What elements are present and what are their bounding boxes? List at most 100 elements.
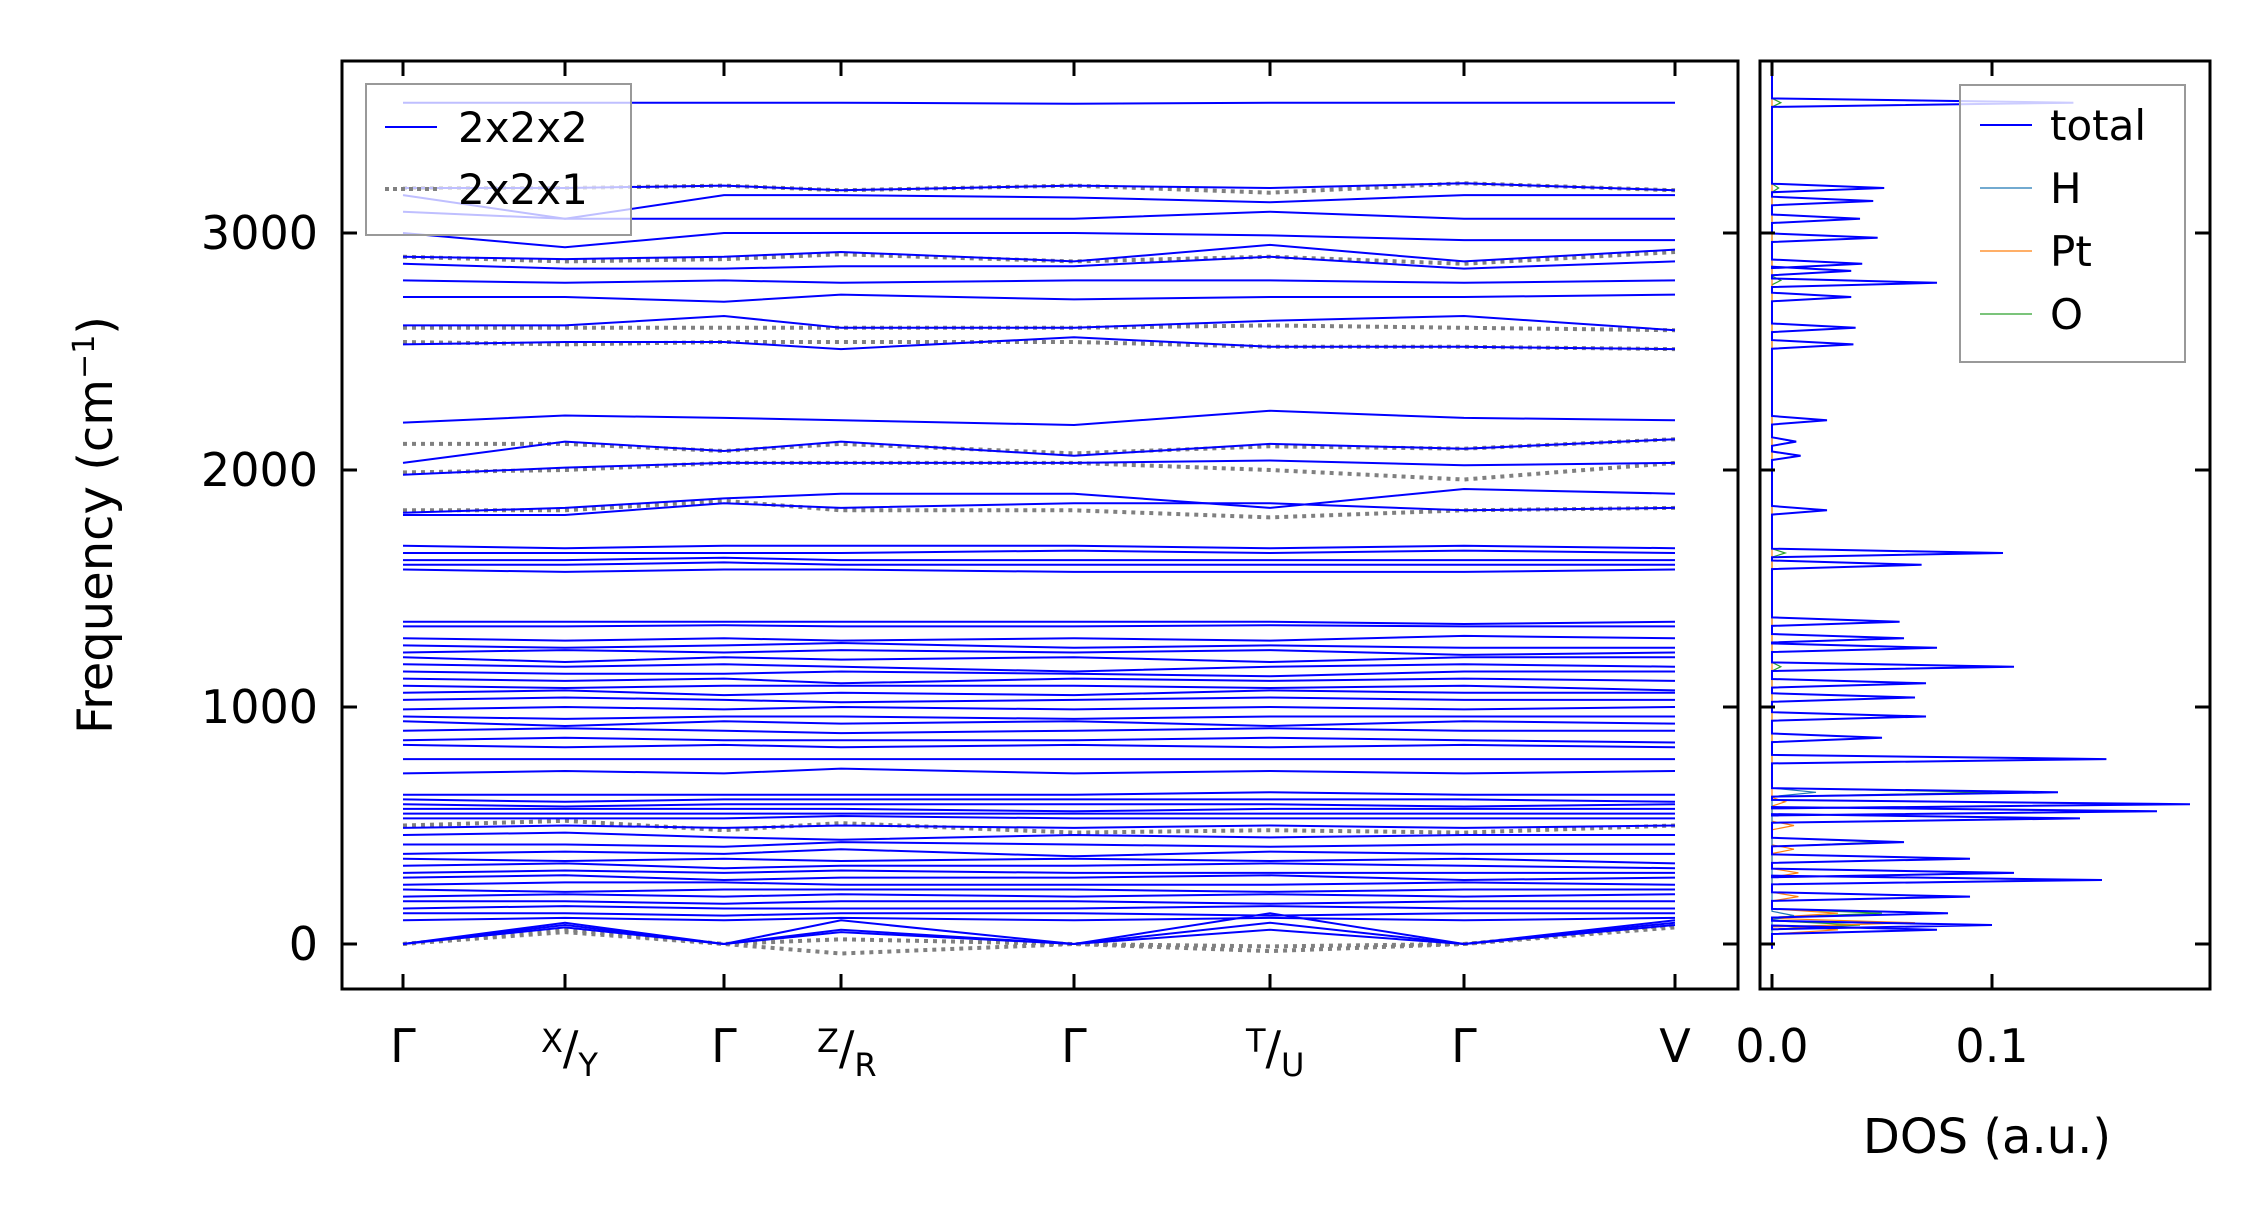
band-2x2x2-47 [402,824,1676,829]
band-2x2x1-7 [402,818,1676,835]
k-label-bottom: R [854,1046,876,1084]
band-2x2x2-5 [402,243,1676,263]
dos-legend: total H Pt O [1959,84,2186,363]
band-2x2x2-6 [402,255,1676,270]
band-2x2x2-24 [402,641,1675,649]
band-2x2x2-10 [402,336,1676,351]
dos-lines [1771,67,2191,949]
band-2x2x2-25 [402,649,1676,656]
band-2x2x2-27 [402,663,1676,673]
k-label-bottom: U [1281,1046,1304,1084]
band-2x2x2-35 [402,720,1676,728]
band-2x2x2-4 [402,232,1675,249]
y-tick-label: 2000 [201,443,318,497]
band-2x2x2-32 [402,696,1675,704]
band-2x2x2-11 [402,409,1676,427]
band-2x2x2-13 [402,459,1676,476]
band-2x2x2-18 [403,556,1675,562]
legend-label-pt: Pt [2050,227,2092,276]
band-2x2x2-44 [403,807,1675,813]
band-2x2x1-6 [403,498,1676,520]
k-point-label: T/U [1245,1021,1304,1084]
dos-legend-frame [1959,84,2186,363]
dos-panel: 0.0 0.1 DOS (a.u.) total H Pt O [1735,59,2212,1165]
y-tick-label: 3000 [201,206,318,260]
band-2x2x1-5 [402,460,1676,482]
band-2x2x2-62 [402,912,1676,946]
band-2x2x2-9 [403,314,1676,332]
y-axis-label-sup: −1 [67,335,102,379]
legend-label-o: O [2050,290,2083,339]
band-2x2x2-34 [402,715,1675,720]
band-2x2x2-48 [402,831,1675,841]
band-2x2x1-8 [402,923,1676,956]
k-point-label: X/Y [541,1021,598,1084]
k-point-label: Z/R [817,1021,877,1084]
y-axis-label-text: Frequency (cm [68,379,124,734]
band-2x2x2-26 [402,656,1675,664]
k-point-label: Γ [1451,1019,1477,1073]
band-2x2x2-43 [402,803,1676,808]
k-label-top: T [1245,1022,1266,1060]
band-2x2x2-49 [403,841,1675,848]
band-2x2x2-23 [402,634,1676,642]
k-label-sep: / [563,1021,579,1075]
dos-x-tick-label: 0.0 [1735,1019,1808,1073]
k-point-label: V [1659,1019,1691,1073]
k-label-sep: / [1266,1021,1282,1075]
band-2x2x2-41 [403,791,1675,796]
band-2x2x2-57 [402,893,1676,898]
band-2x2x2-40 [402,767,1676,775]
k-point-label: Γ [390,1019,416,1073]
band-2x2x2-30 [402,684,1676,692]
band-2x2x2-64 [402,924,1676,946]
k-label-sep: / [839,1021,855,1075]
band-2x2x1-9 [402,925,1676,949]
legend-label-2x2x1: 2x2x1 [458,165,588,214]
band-2x2x1-3 [402,340,1676,352]
band-2x2x2-61 [402,916,1676,922]
y-tick-label: 1000 [201,680,318,734]
y-axis-label: Frequency (cm−1) [67,316,124,734]
band-2x2x2-33 [402,705,1676,711]
band-2x2x2-56 [402,888,1675,893]
dos-ticks: 0.0 0.1 [1735,61,2210,1073]
band-2x2x2-59 [402,905,1675,910]
band-2x2x2-21 [403,620,1676,626]
band-2x2x2-29 [402,677,1676,685]
legend-label-total: total [2050,101,2146,150]
k-point-label: Γ [1061,1019,1087,1073]
y-axis-label-close: ) [68,316,124,335]
band-legend: 2x2x2 2x2x1 [365,83,632,236]
band-2x2x2-42 [402,798,1676,803]
x-axis-label-dos: DOS (a.u.) [1863,1109,2111,1165]
dos-x-tick-label: 0.1 [1955,1019,2028,1073]
band-2x2x2-15 [403,502,1676,516]
band-2x2x2-19 [403,561,1675,566]
band-2x2x2-52 [402,862,1676,870]
k-label-top: Z [817,1022,839,1060]
band-2x2x2-53 [402,869,1675,874]
band-2x2x2-38 [402,743,1676,749]
band-2x2x2-7 [402,279,1676,284]
band-2x2x2-8 [403,293,1676,303]
band-2x2x2-14 [402,487,1676,514]
band-2x2x2-36 [402,727,1675,735]
dos-curve-total [1771,67,2191,949]
band-2x2x2-63 [402,921,1676,946]
band-2x2x2-28 [402,670,1675,678]
band-plot-frame [340,59,1740,991]
band-2x2x2-46 [403,814,1675,820]
band-2x2x2-58 [403,900,1675,905]
band-2x2x2-22 [403,624,1675,628]
band-2x2x2-51 [402,857,1676,865]
band-2x2x2-54 [402,874,1676,882]
band-2x2x2-17 [403,549,1676,555]
band-2x2x2-16 [402,544,1676,550]
band-2x2x2-20 [402,568,1676,573]
dos-plot-frame [1758,59,2212,991]
k-label-top: X [541,1022,563,1060]
band-2x2x1-1 [402,250,1676,266]
k-point-label: Γ [711,1019,737,1073]
